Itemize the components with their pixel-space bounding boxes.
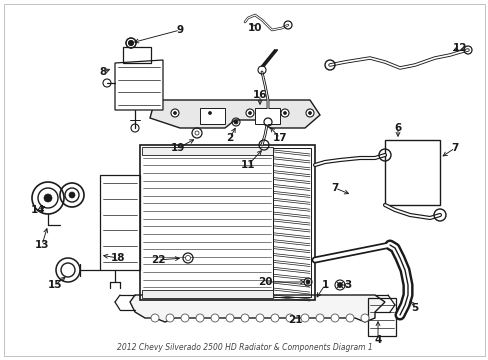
Text: 4: 4 [373,335,381,345]
Polygon shape [130,295,384,322]
Text: 5: 5 [410,303,418,313]
Bar [142,147,272,155]
Bar [254,108,280,124]
Text: 8: 8 [99,67,106,77]
Circle shape [173,112,176,114]
Text: 3: 3 [344,280,351,290]
Circle shape [305,109,313,117]
Circle shape [245,109,253,117]
Polygon shape [150,100,319,128]
Text: 11: 11 [240,160,255,170]
Text: 7: 7 [331,183,338,193]
Circle shape [225,314,234,322]
Circle shape [195,131,199,135]
Text: 21: 21 [287,315,302,325]
Circle shape [171,109,179,117]
Text: 15: 15 [48,280,62,290]
Text: 18: 18 [110,253,125,263]
Circle shape [234,120,238,124]
Circle shape [360,314,368,322]
Bar [142,290,272,298]
Circle shape [128,40,133,45]
Bar [384,140,439,205]
Circle shape [283,112,286,114]
Circle shape [337,283,342,288]
Circle shape [281,109,288,117]
Circle shape [208,112,211,114]
Text: 1: 1 [321,280,328,290]
Circle shape [185,256,190,261]
Bar [272,148,310,297]
Bar [200,108,224,124]
Text: 12: 12 [452,43,467,53]
Circle shape [285,314,293,322]
Bar [123,47,151,63]
Text: 13: 13 [35,240,49,250]
Circle shape [44,194,52,202]
Circle shape [301,314,308,322]
Text: 20: 20 [257,277,272,287]
Circle shape [346,314,353,322]
Polygon shape [115,60,163,110]
Circle shape [210,314,219,322]
Bar [367,298,395,336]
Text: 16: 16 [252,90,267,100]
Circle shape [248,112,251,114]
Bar [100,175,140,270]
Text: 17: 17 [272,133,287,143]
Text: 14: 14 [31,205,45,215]
Circle shape [181,314,189,322]
Circle shape [165,314,174,322]
Circle shape [196,314,203,322]
Circle shape [308,112,311,114]
Circle shape [315,314,324,322]
Text: 10: 10 [247,23,262,33]
Text: 9: 9 [176,25,183,35]
Bar [140,145,314,300]
Circle shape [330,314,338,322]
Circle shape [305,280,309,284]
Text: 2: 2 [226,133,233,143]
Text: 22: 22 [150,255,165,265]
Circle shape [270,314,279,322]
Circle shape [205,109,214,117]
Text: 7: 7 [450,143,458,153]
Circle shape [241,314,248,322]
Circle shape [151,314,159,322]
Text: 6: 6 [393,123,401,133]
Circle shape [256,314,264,322]
Circle shape [128,40,133,45]
Circle shape [69,192,75,198]
Text: 2012 Chevy Silverado 2500 HD Radiator & Components Diagram 1: 2012 Chevy Silverado 2500 HD Radiator & … [116,343,372,352]
Text: 19: 19 [170,143,185,153]
